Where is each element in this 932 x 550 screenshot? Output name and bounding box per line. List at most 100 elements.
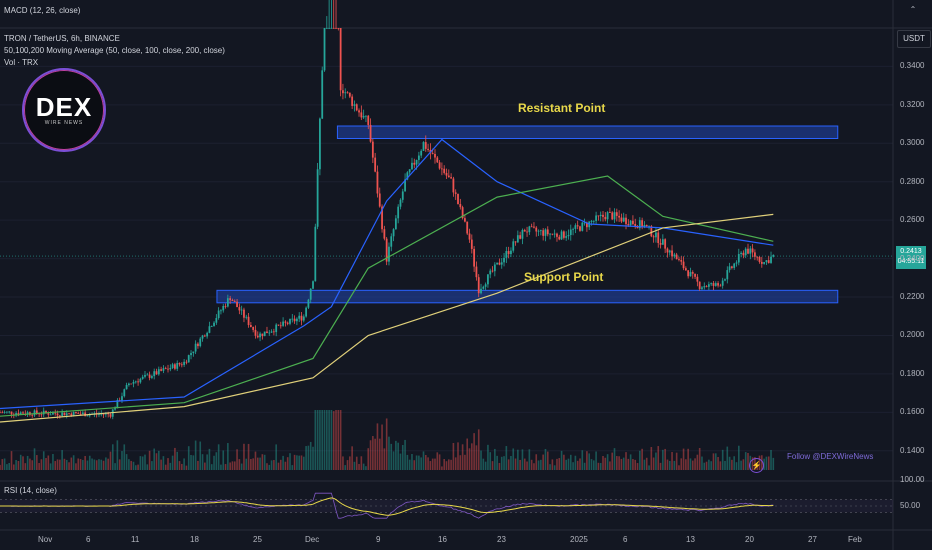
volume-bar <box>19 454 22 470</box>
candle-body <box>226 298 229 307</box>
volume-bar <box>296 455 298 470</box>
candle-body <box>549 233 551 235</box>
volume-bar <box>418 455 420 470</box>
volume-bar <box>500 456 503 470</box>
volume-bar <box>353 461 356 470</box>
candle-body <box>249 325 252 327</box>
candle-body <box>558 236 561 240</box>
candle-body <box>645 224 648 227</box>
candle-body <box>346 92 349 94</box>
volume-bar <box>293 454 296 470</box>
volume-bar <box>475 445 478 470</box>
candle-body <box>374 157 377 172</box>
candle-body <box>539 230 542 232</box>
collapse-icon[interactable]: ⌃ <box>909 5 917 14</box>
volume-bar <box>109 451 112 470</box>
volume-bar <box>312 446 314 470</box>
volume-bar <box>252 458 254 470</box>
volume-bar <box>229 462 231 470</box>
volume-bar <box>687 448 689 470</box>
candle-body <box>353 104 356 106</box>
volume-bar <box>678 465 680 470</box>
currency-unit-button[interactable]: USDT <box>897 30 931 48</box>
volume-bar <box>613 448 616 470</box>
candle-body <box>272 331 275 333</box>
candle-body <box>770 256 772 263</box>
candle-body <box>22 412 24 414</box>
volume-bar <box>300 455 303 470</box>
volume-bar <box>82 459 84 470</box>
candle-body <box>431 153 434 154</box>
candle-body <box>371 141 374 158</box>
volume-bar <box>17 460 20 470</box>
candle-body <box>615 212 618 216</box>
candle-body <box>151 376 153 378</box>
candle-body <box>477 277 480 294</box>
candle-body <box>528 226 531 233</box>
volume-bar <box>98 459 100 470</box>
price-zone[interactable] <box>216 289 839 304</box>
volume-bar <box>52 454 54 470</box>
volume-bar <box>450 459 452 470</box>
candle-body <box>427 148 429 150</box>
candle-body <box>171 364 174 368</box>
volume-bar <box>84 456 86 470</box>
candle-body <box>321 70 324 119</box>
volume-bar <box>523 458 526 470</box>
volume-bar <box>286 457 289 470</box>
candle-body <box>254 329 257 336</box>
volume-bar <box>222 450 225 470</box>
candle-body <box>203 335 206 337</box>
volume-bar <box>162 456 165 470</box>
volume-bar <box>586 451 588 470</box>
volume-bar <box>662 449 664 470</box>
time-tick-label: 16 <box>438 535 447 544</box>
candle-body <box>650 226 653 237</box>
candle-body <box>546 229 549 235</box>
candle-body <box>500 262 503 265</box>
volume-bar <box>650 447 653 470</box>
candle-body <box>146 374 149 376</box>
candle-body <box>652 236 655 238</box>
volume-bar <box>381 424 383 470</box>
volume-bar <box>349 456 351 470</box>
candle-body <box>381 206 383 230</box>
candle-body <box>735 262 738 264</box>
candle-body <box>390 236 393 247</box>
candle-body <box>98 414 100 415</box>
volume-bar <box>540 459 542 470</box>
ma-200-line <box>0 213 774 423</box>
candle-body <box>491 270 494 272</box>
logo-subtext: WIRE NEWS <box>44 120 84 126</box>
rsi-tick-label: 50.00 <box>900 501 921 510</box>
candle-body <box>289 318 291 324</box>
candle-body <box>174 364 176 369</box>
price-zone[interactable] <box>336 125 839 140</box>
candle-body <box>295 318 298 322</box>
volume-bar <box>146 464 149 470</box>
volume-bar <box>652 457 655 470</box>
candle-body <box>282 321 284 326</box>
candle-body <box>178 363 181 365</box>
candle-body <box>569 229 572 235</box>
candle-body <box>348 92 351 97</box>
volume-bar <box>54 461 57 470</box>
volume-bar <box>75 463 77 470</box>
candle-body <box>413 162 416 165</box>
volume-bar <box>625 452 627 470</box>
candle-body <box>231 300 234 302</box>
lightning-icon[interactable]: ⚡ <box>749 458 764 473</box>
volume-bar <box>130 460 132 470</box>
candle-body <box>256 335 259 338</box>
volume-bar <box>385 418 388 470</box>
candle-body <box>470 239 473 249</box>
volume-bar <box>599 463 602 470</box>
candle-body <box>724 279 726 281</box>
candle-body <box>52 412 54 415</box>
volume-bar <box>592 460 595 470</box>
volume-bar <box>643 459 646 470</box>
volume-bar <box>250 458 252 470</box>
candle-body <box>365 115 367 117</box>
candle-body <box>599 214 602 216</box>
